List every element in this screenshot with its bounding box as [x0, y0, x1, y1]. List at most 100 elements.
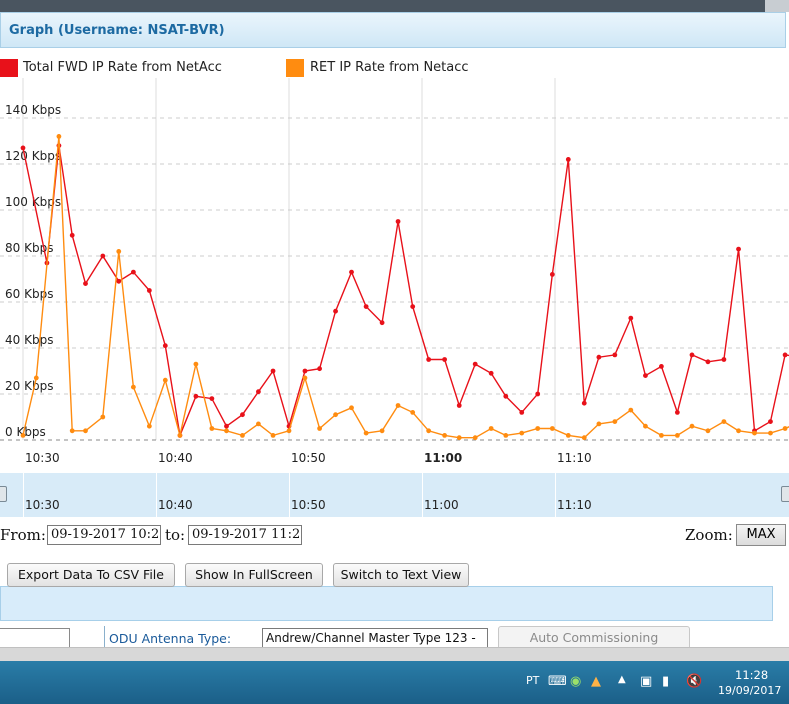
- ret-data-point: [782, 426, 788, 431]
- fwd-data-point: [581, 400, 587, 406]
- legend-item-fwd[interactable]: Total FWD IP Rate from NetAcc: [0, 58, 230, 78]
- legend-swatch-fwd: [0, 59, 18, 77]
- ret-data-point: [472, 435, 478, 441]
- fullscreen-button[interactable]: Show In FullScreen: [185, 563, 323, 587]
- ret-data-point: [628, 407, 634, 413]
- warning-icon[interactable]: ▲: [591, 674, 601, 689]
- fwd-series-line: [22, 145, 789, 438]
- navigator-right-handle[interactable]: [781, 486, 789, 502]
- left-field[interactable]: [0, 628, 70, 648]
- ret-data-point: [768, 430, 773, 436]
- ret-data-point: [130, 384, 136, 390]
- fwd-data-point: [116, 278, 122, 284]
- fwd-data-point: [689, 352, 695, 358]
- fwd-data-point: [782, 352, 788, 358]
- fwd-data-point: [549, 272, 555, 277]
- navigator-gridline: [23, 473, 24, 517]
- fwd-data-point: [100, 253, 106, 259]
- fwd-data-point: [193, 393, 199, 399]
- signal-bars-icon[interactable]: ▮: [662, 674, 670, 689]
- text-view-button[interactable]: Switch to Text View: [333, 563, 469, 587]
- ret-data-point: [549, 426, 555, 431]
- fwd-data-point: [456, 403, 462, 408]
- ret-data-point: [162, 377, 168, 383]
- odu-antenna-type-select[interactable]: Andrew/Channel Master Type 123 -: [262, 628, 488, 648]
- fwd-data-point: [410, 304, 416, 309]
- graph-panel-header: Graph (Username: NSAT-BVR): [0, 12, 786, 48]
- usb-icon[interactable]: ▣: [640, 674, 653, 689]
- navigator-left-handle[interactable]: [0, 486, 7, 502]
- fwd-data-point: [643, 373, 648, 378]
- ret-data-point: [256, 421, 261, 427]
- fwd-data-point: [363, 304, 369, 309]
- navigator-tick-label: 11:10: [557, 498, 592, 512]
- legend-item-ret[interactable]: RET IP Rate from Netacc: [286, 58, 486, 78]
- ret-data-point: [349, 405, 354, 411]
- ret-data-point: [33, 375, 39, 381]
- x-tick-label: 10:30: [25, 451, 60, 465]
- x-tick-label: 10:50: [291, 451, 326, 465]
- tray-expand-icon[interactable]: ▲: [618, 674, 626, 685]
- fwd-data-point: [674, 410, 680, 415]
- ret-data-point: [689, 423, 695, 429]
- ret-data-point: [270, 433, 276, 438]
- ret-data-point: [317, 426, 322, 431]
- fwd-data-point: [83, 281, 88, 286]
- taskbar-date[interactable]: 19/09/2017: [718, 684, 782, 697]
- ret-data-point: [565, 433, 571, 438]
- ret-data-point: [659, 433, 664, 438]
- window-top-bar-right: [765, 0, 789, 12]
- fwd-data-point: [379, 320, 385, 326]
- x-tick-label: 10:40: [158, 451, 193, 465]
- navigator-gridline: [422, 473, 423, 517]
- zoom-max-button[interactable]: MAX: [736, 524, 786, 546]
- fwd-data-point: [612, 352, 618, 358]
- ret-data-point: [426, 428, 432, 434]
- keyboard-icon[interactable]: ⌨: [548, 674, 567, 689]
- odu-antenna-type-label: ODU Antenna Type:: [104, 626, 254, 648]
- ret-data-point: [705, 428, 711, 434]
- ret-data-point: [379, 428, 385, 434]
- from-date-input[interactable]: 09-19-2017 10:28: [47, 525, 161, 545]
- horizontal-scrollbar[interactable]: [0, 647, 789, 662]
- fwd-data-point: [488, 370, 494, 376]
- ret-data-point: [20, 433, 26, 438]
- to-date-input[interactable]: 09-19-2017 11:27: [188, 525, 302, 545]
- y-tick-label: 0 Kbps: [5, 425, 46, 439]
- graph-panel-title: Graph (Username: NSAT-BVR): [9, 23, 225, 38]
- y-tick-label: 80 Kbps: [5, 241, 53, 255]
- fwd-data-point: [224, 423, 229, 429]
- navigator-tick-label: 10:40: [158, 498, 193, 512]
- auto-commissioning-button[interactable]: Auto Commissioning: [498, 626, 690, 650]
- rate-line-chart[interactable]: 0 Kbps 20 Kbps 40 Kbps 60 Kbps 80 Kbps 100 Kb…: [0, 78, 789, 473]
- ret-data-point: [100, 414, 106, 420]
- taskbar-language[interactable]: PT: [526, 674, 540, 687]
- ret-data-point: [612, 419, 618, 424]
- fwd-data-point: [426, 357, 432, 362]
- y-tick-label: 120 Kbps: [5, 149, 61, 163]
- fwd-data-point: [162, 343, 168, 349]
- zoom-label: Zoom:: [685, 526, 733, 544]
- network-activity-icon[interactable]: ◉: [570, 674, 582, 689]
- export-csv-button[interactable]: Export Data To CSV File: [7, 563, 175, 587]
- ret-data-point: [674, 433, 680, 438]
- legend-label-fwd: Total FWD IP Rate from NetAcc: [23, 60, 222, 75]
- legend-swatch-ret: [286, 59, 304, 77]
- ret-data-point: [363, 430, 369, 436]
- ret-data-point: [146, 423, 152, 429]
- ret-data-point: [488, 426, 494, 431]
- ret-data-point: [116, 249, 122, 254]
- ret-data-point: [177, 433, 183, 438]
- ret-data-point: [442, 433, 448, 438]
- volume-muted-icon[interactable]: 🔇: [686, 674, 703, 689]
- fwd-data-point: [20, 145, 26, 151]
- y-tick-label: 40 Kbps: [5, 333, 53, 347]
- x-tick-label: 11:10: [557, 451, 592, 465]
- fwd-data-point: [442, 357, 448, 362]
- taskbar: [0, 661, 789, 704]
- ret-data-point: [721, 419, 727, 424]
- fwd-data-point: [395, 219, 401, 224]
- time-navigator[interactable]: 10:30 10:40 10:50 11:00 11:10: [0, 473, 789, 517]
- y-tick-label: 60 Kbps: [5, 287, 53, 301]
- taskbar-time[interactable]: 11:28: [735, 668, 769, 682]
